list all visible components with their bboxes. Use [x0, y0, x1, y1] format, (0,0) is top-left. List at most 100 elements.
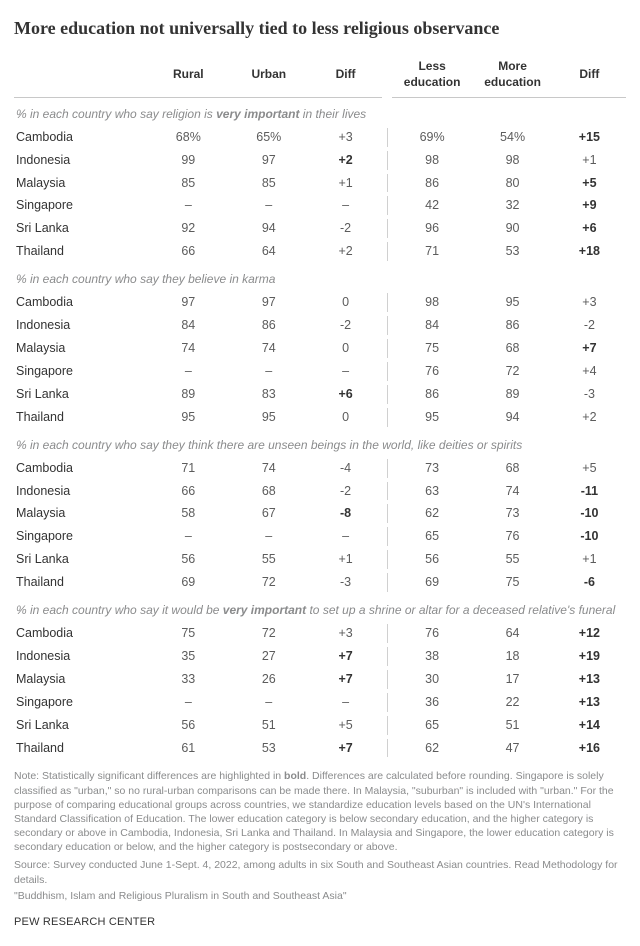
table-row: Cambodia7572+37664+12: [14, 622, 626, 645]
rural-cell: 92: [148, 217, 228, 240]
col-diff2: Diff: [553, 54, 626, 97]
urban-cell: 94: [229, 217, 309, 240]
diff2-cell: +14: [553, 714, 626, 737]
country-cell: Indonesia: [14, 480, 148, 503]
less-edu-cell: 65: [392, 525, 472, 548]
table-row: Singapore–––6576-10: [14, 525, 626, 548]
less-edu-cell: 73: [392, 457, 472, 480]
more-edu-cell: 94: [472, 406, 552, 429]
table-row: Sri Lanka5651+56551+14: [14, 714, 626, 737]
column-separator: [382, 525, 392, 548]
diff1-cell: +7: [309, 737, 382, 760]
urban-cell: 64: [229, 240, 309, 263]
col-less-edu: Less education: [392, 54, 472, 97]
section-header: % in each country who say they think the…: [14, 429, 626, 457]
diff2-cell: +15: [553, 126, 626, 149]
urban-cell: 67: [229, 502, 309, 525]
more-edu-cell: 98: [472, 149, 552, 172]
table-row: Thailand959509594+2: [14, 406, 626, 429]
col-more-edu: More education: [472, 54, 552, 97]
more-edu-cell: 54%: [472, 126, 552, 149]
less-edu-cell: 95: [392, 406, 472, 429]
urban-cell: 85: [229, 172, 309, 195]
diff1-cell: –: [309, 194, 382, 217]
less-edu-cell: 62: [392, 502, 472, 525]
less-edu-cell: 30: [392, 668, 472, 691]
less-edu-cell: 71: [392, 240, 472, 263]
country-cell: Cambodia: [14, 622, 148, 645]
rural-cell: 74: [148, 337, 228, 360]
urban-cell: 72: [229, 622, 309, 645]
urban-cell: –: [229, 525, 309, 548]
column-separator: [382, 172, 392, 195]
diff1-cell: –: [309, 525, 382, 548]
diff1-cell: -3: [309, 571, 382, 594]
country-cell: Cambodia: [14, 126, 148, 149]
diff1-cell: -2: [309, 314, 382, 337]
rural-cell: 69: [148, 571, 228, 594]
column-separator: [382, 622, 392, 645]
less-edu-cell: 42: [392, 194, 472, 217]
diff1-cell: -8: [309, 502, 382, 525]
rural-cell: 56: [148, 714, 228, 737]
table-row: Singapore–––3622+13: [14, 691, 626, 714]
country-cell: Singapore: [14, 194, 148, 217]
country-cell: Sri Lanka: [14, 714, 148, 737]
urban-cell: 27: [229, 645, 309, 668]
diff2-cell: +4: [553, 360, 626, 383]
more-edu-cell: 51: [472, 714, 552, 737]
rural-cell: 33: [148, 668, 228, 691]
more-edu-cell: 80: [472, 172, 552, 195]
country-cell: Indonesia: [14, 149, 148, 172]
less-edu-cell: 98: [392, 149, 472, 172]
more-edu-cell: 76: [472, 525, 552, 548]
country-cell: Singapore: [14, 691, 148, 714]
rural-cell: 66: [148, 240, 228, 263]
rural-cell: 61: [148, 737, 228, 760]
rural-cell: 35: [148, 645, 228, 668]
less-edu-cell: 36: [392, 691, 472, 714]
more-edu-cell: 17: [472, 668, 552, 691]
diff2-cell: -2: [553, 314, 626, 337]
country-cell: Thailand: [14, 240, 148, 263]
table-row: Thailand6972-36975-6: [14, 571, 626, 594]
more-edu-cell: 53: [472, 240, 552, 263]
col-urban: Urban: [229, 54, 309, 97]
less-edu-cell: 63: [392, 480, 472, 503]
more-edu-cell: 95: [472, 291, 552, 314]
urban-cell: 97: [229, 291, 309, 314]
more-edu-cell: 72: [472, 360, 552, 383]
country-cell: Malaysia: [14, 172, 148, 195]
rural-cell: 99: [148, 149, 228, 172]
urban-cell: 26: [229, 668, 309, 691]
diff2-cell: +2: [553, 406, 626, 429]
diff2-cell: +13: [553, 691, 626, 714]
table-row: Indonesia3527+73818+19: [14, 645, 626, 668]
urban-cell: –: [229, 194, 309, 217]
column-separator: [382, 502, 392, 525]
more-edu-cell: 74: [472, 480, 552, 503]
diff2-cell: +1: [553, 149, 626, 172]
diff1-cell: +6: [309, 383, 382, 406]
less-edu-cell: 75: [392, 337, 472, 360]
diff2-cell: -10: [553, 502, 626, 525]
more-edu-cell: 89: [472, 383, 552, 406]
rural-cell: 75: [148, 622, 228, 645]
more-edu-cell: 73: [472, 502, 552, 525]
diff2-cell: +1: [553, 548, 626, 571]
diff1-cell: +1: [309, 172, 382, 195]
source-text: Source: Survey conducted June 1-Sept. 4,…: [14, 858, 626, 886]
country-cell: Malaysia: [14, 337, 148, 360]
more-edu-cell: 55: [472, 548, 552, 571]
country-cell: Sri Lanka: [14, 548, 148, 571]
urban-cell: 97: [229, 149, 309, 172]
table-row: Malaysia8585+18680+5: [14, 172, 626, 195]
diff2-cell: +18: [553, 240, 626, 263]
rural-cell: 66: [148, 480, 228, 503]
more-edu-cell: 75: [472, 571, 552, 594]
urban-cell: 72: [229, 571, 309, 594]
urban-cell: 68: [229, 480, 309, 503]
urban-cell: 65%: [229, 126, 309, 149]
less-edu-cell: 84: [392, 314, 472, 337]
rural-cell: 56: [148, 548, 228, 571]
